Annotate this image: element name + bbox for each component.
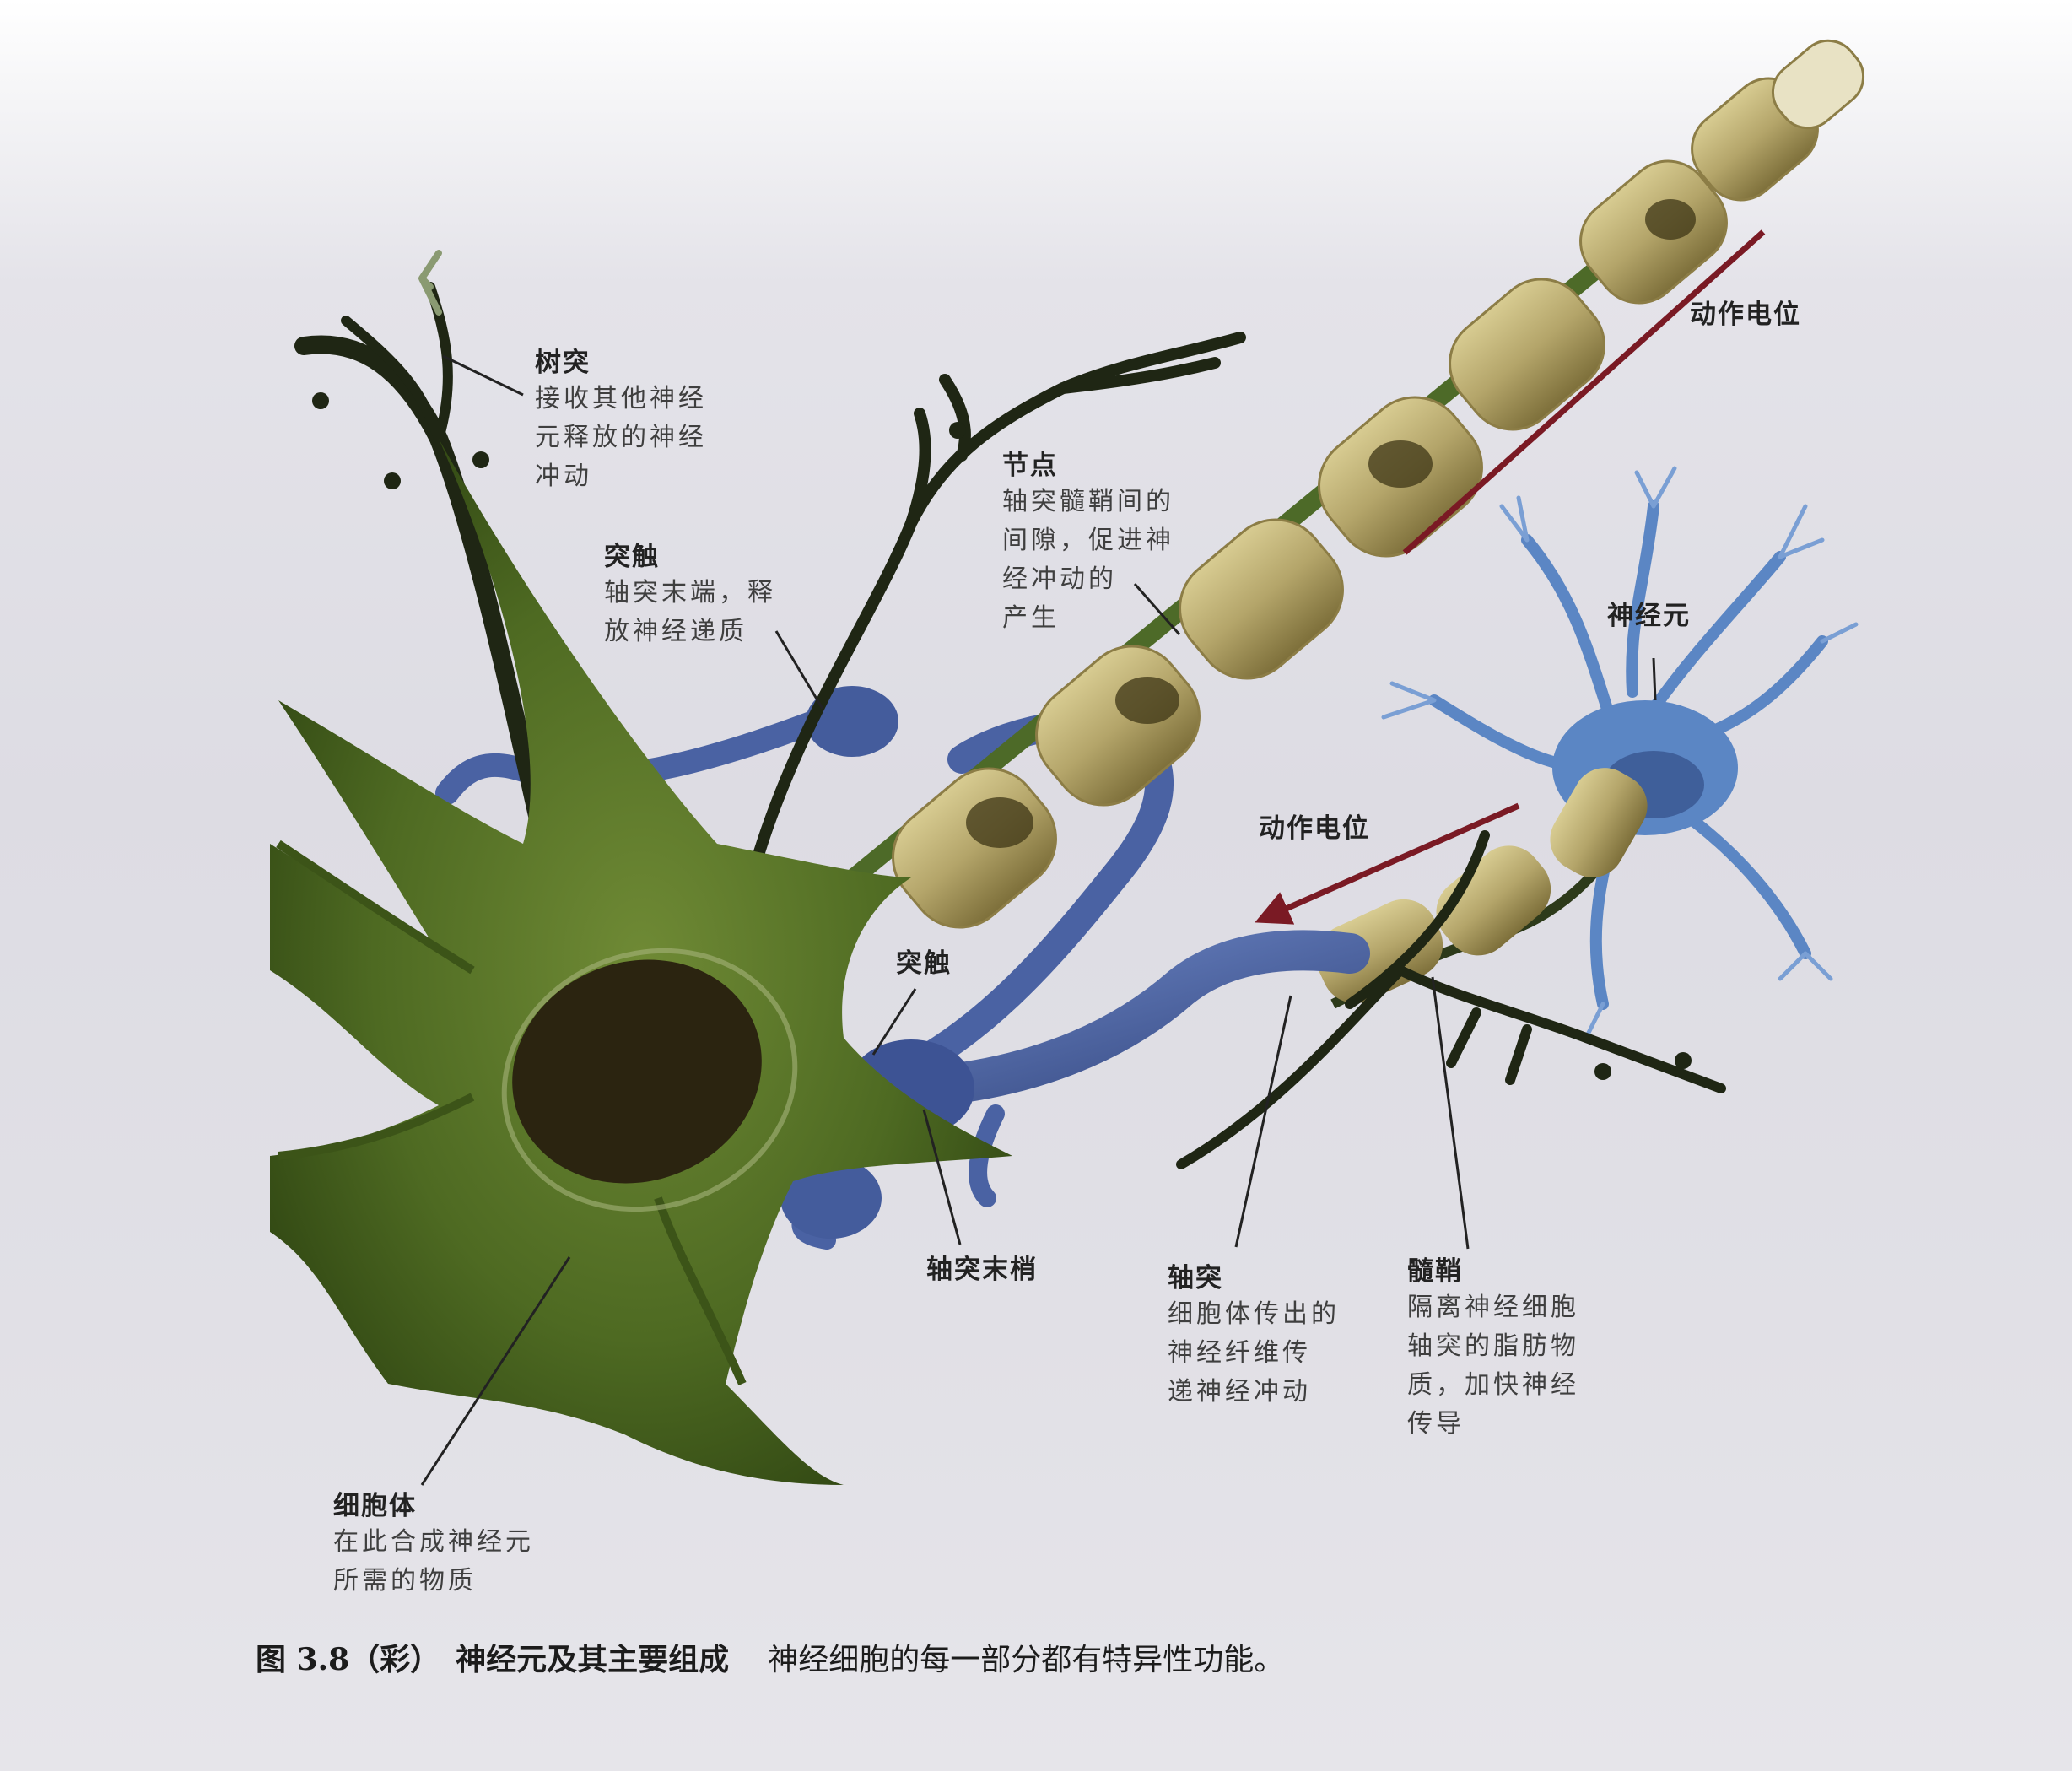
label-axon-line: 递神经冲动 xyxy=(1168,1377,1311,1407)
cell-body xyxy=(270,439,1012,1485)
label-myelin-line: 隔离神经细胞 xyxy=(1407,1293,1579,1322)
label-synapse-mid: 突触 xyxy=(896,947,952,980)
label-dendrite: 树突 接收其他神经 元释放的神经 冲动 xyxy=(535,346,707,496)
label-neuron-title: 神经元 xyxy=(1607,601,1691,631)
label-cell-body-line: 在此合成神经元 xyxy=(333,1527,534,1557)
label-action-potential-top: 动作电位 xyxy=(1690,298,1801,332)
main-axon xyxy=(838,39,1865,929)
label-axon: 轴突 细胞体传出的 神经纤维传 递神经冲动 xyxy=(1168,1261,1340,1412)
label-cell-body: 细胞体 在此合成神经元 所需的物质 xyxy=(333,1489,534,1601)
label-axon-line: 神经纤维传 xyxy=(1168,1338,1311,1368)
label-node: 节点 轴突髓鞘间的 间隙，促进神 经冲动的 产生 xyxy=(1002,449,1174,638)
label-synapse-mid-title: 突触 xyxy=(896,948,952,979)
label-node-line: 轴突髓鞘间的 xyxy=(1002,487,1174,516)
label-action-potential-top-title: 动作电位 xyxy=(1690,300,1801,330)
caption-figure-number: 图 3.8（彩） xyxy=(256,1642,441,1677)
label-dendrite-line: 接收其他神经 xyxy=(535,384,707,413)
axon-branch-right xyxy=(1176,830,1726,1169)
label-synapse-top-title: 突触 xyxy=(604,542,660,572)
label-node-title: 节点 xyxy=(1002,451,1058,481)
label-action-potential-mid-title: 动作电位 xyxy=(1259,813,1370,844)
label-myelin-title: 髓鞘 xyxy=(1407,1256,1463,1287)
action-potential-arrow-mid xyxy=(1255,802,1520,925)
label-action-potential-mid: 动作电位 xyxy=(1259,812,1370,845)
label-myelin: 髓鞘 隔离神经细胞 轴突的脂肪物 质，加快神经 传导 xyxy=(1407,1255,1579,1444)
label-dendrite-line: 元释放的神经 xyxy=(535,423,707,452)
dendrites xyxy=(294,250,1246,858)
caption-title: 神经元及其主要组成 xyxy=(456,1642,730,1677)
label-myelin-line: 质，加快神经 xyxy=(1407,1370,1579,1400)
label-cell-body-line: 所需的物质 xyxy=(333,1566,477,1596)
label-node-line: 产生 xyxy=(1002,603,1060,633)
label-axon-terminal-title: 轴突末梢 xyxy=(926,1255,1038,1285)
action-potential-line-top xyxy=(1402,229,1766,555)
figure-caption: 图 3.8（彩） 神经元及其主要组成 神经细胞的每一部分都有特异性功能。 xyxy=(256,1635,1284,1679)
action-potential-arrows xyxy=(1255,229,1766,925)
label-axon-terminal: 轴突末梢 xyxy=(926,1253,1038,1287)
leader-lines xyxy=(420,354,1657,1486)
caption-description: 神经细胞的每一部分都有特异性功能。 xyxy=(768,1643,1285,1677)
label-synapse-top-line: 放神经递质 xyxy=(604,617,747,646)
label-axon-line: 细胞体传出的 xyxy=(1168,1299,1340,1329)
label-dendrite-line: 冲动 xyxy=(535,462,592,491)
label-neuron: 神经元 xyxy=(1607,599,1691,633)
label-axon-title: 轴突 xyxy=(1168,1263,1223,1293)
label-node-line: 间隙，促进神 xyxy=(1002,526,1174,555)
label-synapse-top-line: 轴突末端，释 xyxy=(604,578,776,607)
label-synapse-top: 突触 轴突末端，释 放神经递质 xyxy=(604,540,776,651)
label-node-line: 经冲动的 xyxy=(1002,564,1117,594)
label-myelin-line: 轴突的脂肪物 xyxy=(1407,1331,1579,1361)
label-dendrite-title: 树突 xyxy=(535,348,591,378)
label-myelin-line: 传导 xyxy=(1407,1409,1465,1439)
label-cell-body-title: 细胞体 xyxy=(333,1491,417,1521)
